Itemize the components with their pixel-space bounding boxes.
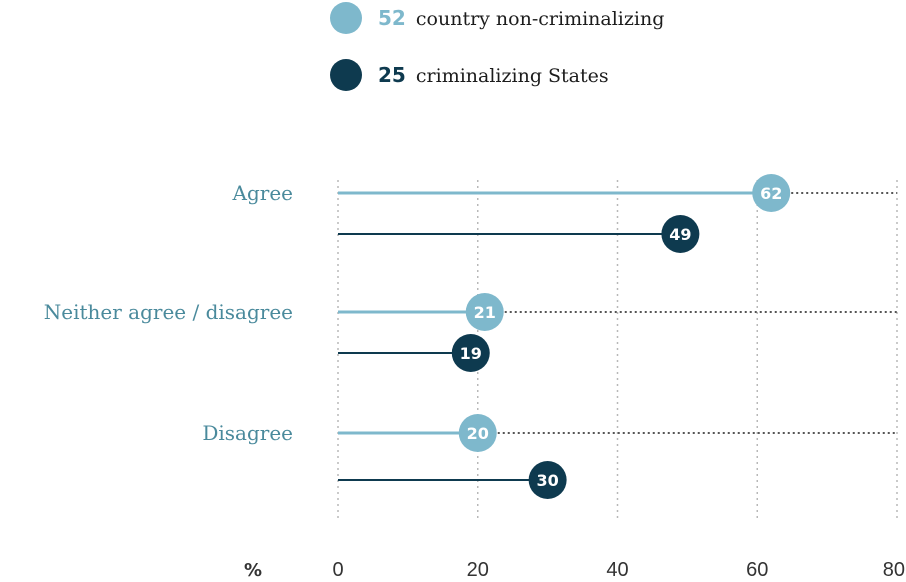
data-label: 49 [669, 225, 691, 244]
unit-label: % [244, 560, 262, 581]
data-label: 21 [474, 303, 496, 322]
legend-count-non-criminalizing: 52 [378, 6, 406, 30]
lollipop-point [451, 334, 490, 372]
x-tick-label: 80 [883, 559, 905, 581]
data-label: 30 [536, 471, 558, 490]
data-label: 20 [467, 424, 489, 443]
legend-marker-light [330, 2, 362, 34]
category-label: Neither agree / disagree [44, 300, 293, 324]
legend-label-criminalizing: criminalizing States [415, 65, 609, 87]
legend-label-non-criminalizing: country non-criminalizing [415, 8, 665, 30]
legend-item-non-criminalizing: 52 country non-criminalizing [330, 2, 664, 34]
x-tick-label: 40 [606, 559, 628, 581]
lollipop-point [465, 293, 504, 331]
category-label: Agree [232, 181, 293, 205]
lollipop-point [458, 414, 497, 452]
legend-marker-dark [330, 59, 362, 91]
legend-count-criminalizing: 25 [378, 63, 406, 87]
x-tick-label: 60 [746, 559, 768, 581]
data-label: 19 [460, 344, 482, 363]
lollipop-point [528, 461, 567, 499]
category-label: Disagree [202, 421, 293, 445]
lollipop-point [752, 174, 791, 212]
lollipop-point [661, 215, 700, 253]
legend-item-criminalizing: 25 criminalizing States [330, 59, 609, 91]
x-tick-label: 20 [467, 559, 489, 581]
data-label: 62 [760, 184, 782, 203]
x-tick-label: 0 [332, 559, 343, 581]
